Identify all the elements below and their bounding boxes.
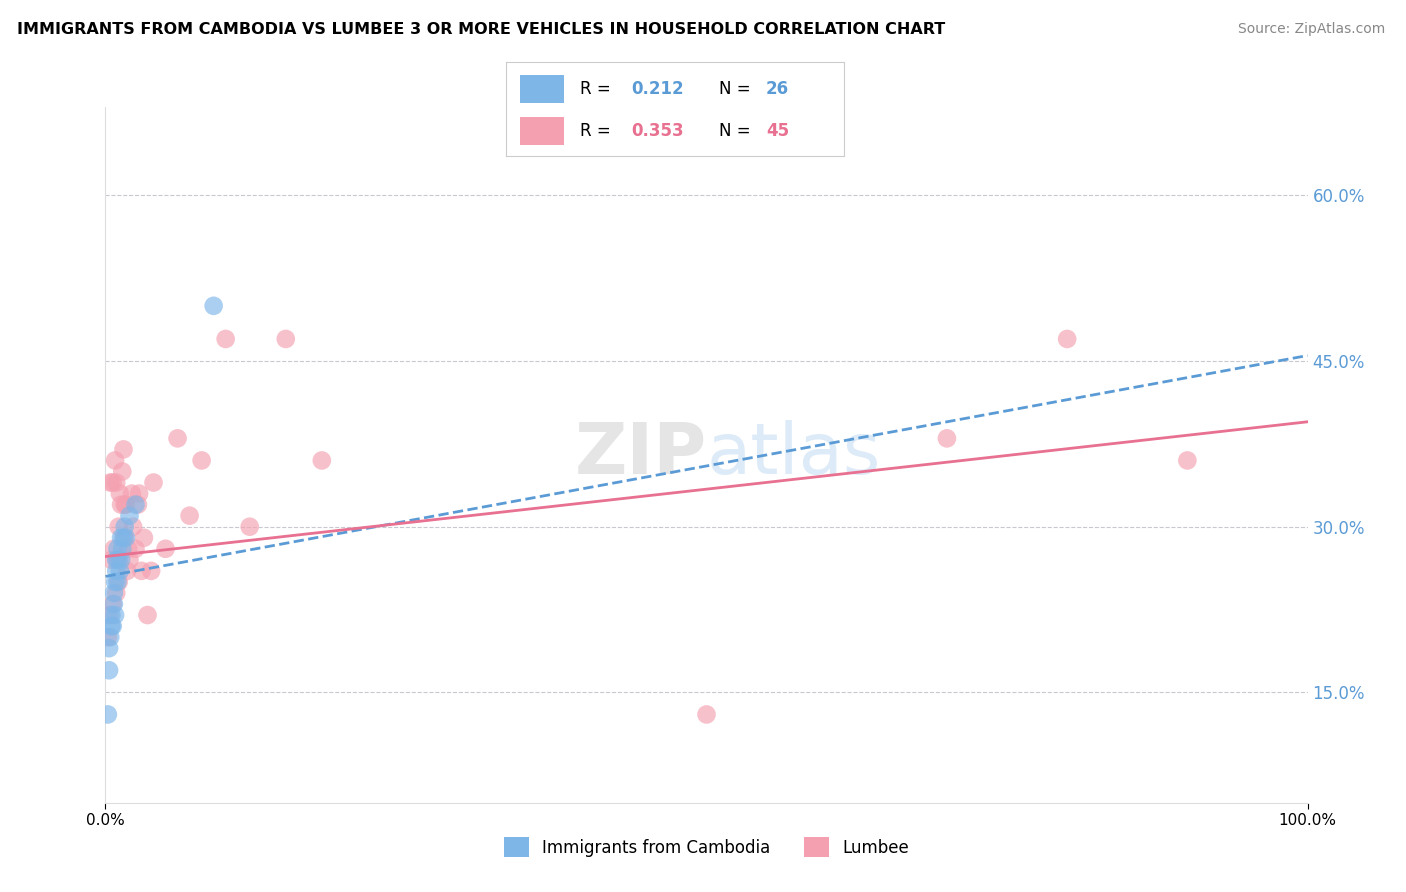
Point [155,541,177,556]
Text: atlas: atlas [707,420,882,490]
Point [111,541,134,556]
Point [114,531,136,545]
Point [110,531,132,545]
Point [124,541,146,556]
Point [131,564,153,578]
Text: ZIP: ZIP [574,420,707,490]
Point [103,541,125,556]
Point [98,475,121,490]
Point [127,498,149,512]
Text: IMMIGRANTS FROM CAMBODIA VS LUMBEE 3 OR MORE VEHICLES IN HOUSEHOLD CORRELATION C: IMMIGRANTS FROM CAMBODIA VS LUMBEE 3 OR … [17,22,945,37]
FancyBboxPatch shape [520,75,564,103]
Text: R =: R = [581,79,616,97]
Point [142,475,165,490]
Point [100,619,122,633]
Point [104,574,127,589]
Text: 45: 45 [766,122,789,140]
Point [139,564,162,578]
Text: 26: 26 [766,79,789,97]
Point [105,586,128,600]
Point [103,586,125,600]
FancyBboxPatch shape [520,117,564,145]
Point [97,630,120,644]
Point [97,707,120,722]
Point [108,564,131,578]
Point [107,574,129,589]
Point [112,531,135,545]
Text: N =: N = [718,122,755,140]
Point [98,608,121,623]
Point [239,519,262,533]
Point [112,442,135,457]
Point [118,553,141,567]
Point [122,519,145,533]
Point [274,332,297,346]
Point [100,608,122,623]
Point [136,608,159,623]
Point [108,486,131,500]
Point [124,498,146,512]
Point [98,663,121,677]
Point [115,498,138,512]
Point [132,531,155,545]
Point [936,431,959,445]
Point [100,553,122,567]
Point [179,508,201,523]
Point [107,519,129,533]
Point [107,574,129,589]
Point [101,475,124,490]
Point [105,564,128,578]
Point [118,508,141,523]
Point [311,453,333,467]
Point [101,619,124,633]
Point [1056,332,1078,346]
Point [110,553,132,567]
Point [98,630,121,644]
Legend: Immigrants from Cambodia, Lumbee: Immigrants from Cambodia, Lumbee [498,830,915,864]
Point [107,553,129,567]
Point [214,332,236,346]
Text: R =: R = [581,122,616,140]
Point [104,453,127,467]
Point [114,498,136,512]
Point [105,475,128,490]
Text: Source: ZipAtlas.com: Source: ZipAtlas.com [1237,22,1385,37]
Point [121,486,143,500]
Point [202,299,225,313]
Point [114,519,136,533]
Text: 0.212: 0.212 [631,79,683,97]
Point [98,641,121,656]
Point [190,453,212,467]
Point [111,465,134,479]
Point [115,531,138,545]
Point [103,597,125,611]
Point [101,597,124,611]
Point [696,707,718,722]
Point [107,541,129,556]
Point [117,541,139,556]
Point [107,553,129,567]
Point [105,553,128,567]
Point [166,431,188,445]
Point [110,498,132,512]
Text: N =: N = [718,79,755,97]
Point [104,608,127,623]
Point [128,486,150,500]
Point [1175,453,1198,467]
Point [115,564,138,578]
Text: 0.353: 0.353 [631,122,683,140]
